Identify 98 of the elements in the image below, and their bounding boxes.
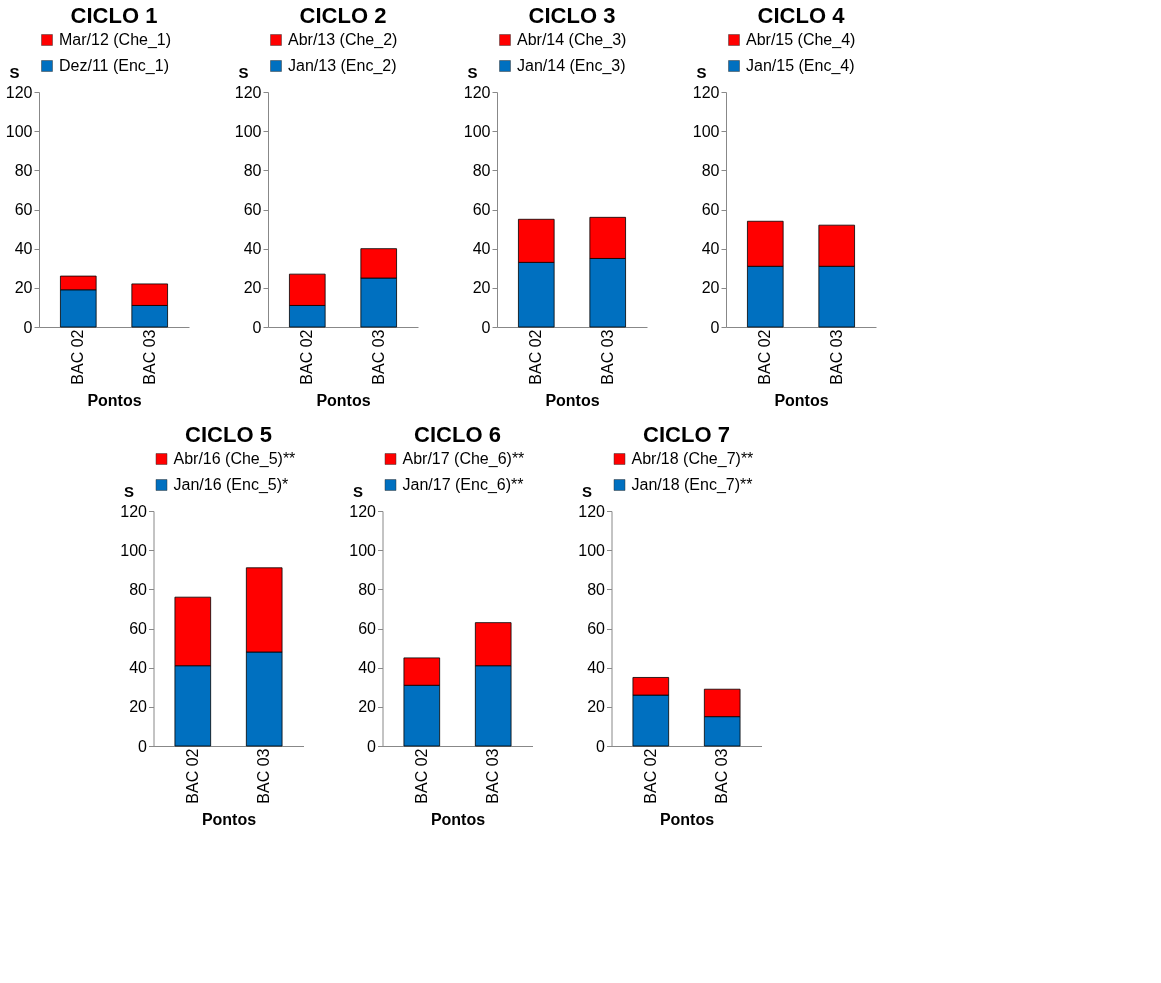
y-tick-label: 20 <box>701 279 720 297</box>
y-tick-label: 20 <box>14 279 33 297</box>
y-tick-label: 40 <box>243 240 262 258</box>
y-axis-title: S <box>582 482 593 500</box>
x-tick-label: BAC 02 <box>756 329 774 385</box>
y-tick-label: 100 <box>463 122 491 140</box>
y-tick-label: 80 <box>14 161 33 179</box>
legend-label: Jan/13 (Enc_2) <box>288 57 397 75</box>
chart-title: CICLO 5 <box>185 422 272 447</box>
legend-label: Jan/18 (Enc_7)** <box>631 476 753 494</box>
chart-title: CICLO 2 <box>299 3 387 28</box>
x-tick-label: BAC 03 <box>598 329 616 385</box>
y-axis-title: S <box>9 63 20 81</box>
y-axis-title: S <box>238 63 249 81</box>
y-tick-label: 0 <box>481 318 491 336</box>
y-axis-title: S <box>467 63 478 81</box>
y-tick-label: 80 <box>243 161 262 179</box>
chart-title: CICLO 7 <box>643 422 730 447</box>
chart-title: CICLO 6 <box>414 422 501 447</box>
legend-label: Jan/15 (Enc_4) <box>746 57 855 75</box>
x-axis-title: Pontos <box>201 810 257 828</box>
y-tick-label: 20 <box>129 698 148 716</box>
x-axis-title: Pontos <box>87 391 142 409</box>
x-tick-label: BAC 03 <box>140 329 158 385</box>
y-tick-label: 60 <box>358 620 377 637</box>
legend-label: Abr/15 (Che_4) <box>746 31 856 49</box>
y-tick-label: 0 <box>596 737 606 755</box>
y-tick-label: 100 <box>692 122 720 140</box>
legend-label: Jan/14 (Enc_3) <box>517 57 626 75</box>
y-tick-label: 100 <box>349 541 377 559</box>
y-tick-label: 60 <box>472 201 491 218</box>
chart-title: CICLO 3 <box>528 3 616 28</box>
y-tick-label: 120 <box>578 502 606 520</box>
y-tick-label: 80 <box>358 580 377 598</box>
y-tick-label: 20 <box>243 279 262 297</box>
y-tick-label: 80 <box>587 580 606 598</box>
y-tick-label: 40 <box>358 659 377 677</box>
chart-title: CICLO 1 <box>70 3 158 28</box>
x-tick-label: BAC 02 <box>69 329 87 385</box>
y-tick-label: 100 <box>234 122 262 140</box>
y-axis-title: S <box>696 63 707 81</box>
y-tick-label: 60 <box>14 201 33 218</box>
y-tick-label: 60 <box>243 201 262 218</box>
y-tick-label: 40 <box>587 659 606 677</box>
x-tick-label: BAC 03 <box>827 329 845 385</box>
y-tick-label: 20 <box>358 698 377 716</box>
y-tick-label: 0 <box>710 318 720 336</box>
y-tick-label: 40 <box>701 240 720 258</box>
y-tick-label: 40 <box>129 659 148 677</box>
x-tick-label: BAC 02 <box>183 748 201 804</box>
y-tick-label: 120 <box>349 502 377 520</box>
y-tick-label: 0 <box>138 737 148 755</box>
x-tick-label: BAC 03 <box>713 748 731 804</box>
x-tick-label: BAC 02 <box>527 329 545 385</box>
legend-label: Jan/16 (Enc_5)* <box>173 476 289 494</box>
x-tick-label: BAC 02 <box>298 329 316 385</box>
y-tick-label: 80 <box>129 580 148 598</box>
y-tick-label: 120 <box>5 83 33 101</box>
y-tick-label: 120 <box>692 83 720 101</box>
legend-label: Dez/11 (Enc_1) <box>59 57 169 75</box>
legend-label: Abr/18 (Che_7)** <box>631 450 754 468</box>
legend-label: Abr/16 (Che_5)** <box>173 450 296 468</box>
y-tick-label: 100 <box>578 541 606 559</box>
y-tick-label: 80 <box>701 161 720 179</box>
y-tick-label: 40 <box>472 240 491 258</box>
legend-label: Abr/14 (Che_3) <box>517 31 627 49</box>
y-tick-label: 40 <box>14 240 33 258</box>
x-axis-title: Pontos <box>316 391 371 409</box>
y-tick-label: 60 <box>701 201 720 218</box>
y-tick-label: 20 <box>587 698 606 716</box>
legend-label: Jan/17 (Enc_6)** <box>402 476 524 494</box>
y-tick-label: 120 <box>463 83 491 101</box>
y-tick-label: 20 <box>472 279 491 297</box>
y-tick-label: 0 <box>367 737 377 755</box>
y-axis-title: S <box>353 482 364 500</box>
chart-title: CICLO 4 <box>757 3 846 28</box>
x-axis-title: Pontos <box>430 810 486 828</box>
x-tick-label: BAC 03 <box>369 329 387 385</box>
y-tick-label: 100 <box>120 541 148 559</box>
y-tick-label: 100 <box>5 122 33 140</box>
legend-label: Mar/12 (Che_1) <box>59 31 172 49</box>
x-axis-title: Pontos <box>774 391 829 409</box>
y-tick-label: 120 <box>234 83 262 101</box>
x-tick-label: BAC 03 <box>484 748 502 804</box>
x-tick-label: BAC 03 <box>255 748 273 804</box>
y-tick-label: 60 <box>129 620 148 637</box>
x-tick-label: BAC 02 <box>641 748 659 804</box>
x-tick-label: BAC 02 <box>412 748 430 804</box>
x-axis-title: Pontos <box>659 810 715 828</box>
y-tick-label: 120 <box>120 502 148 520</box>
y-tick-label: 0 <box>252 318 262 336</box>
y-tick-label: 80 <box>472 161 491 179</box>
y-tick-label: 60 <box>587 620 606 637</box>
x-axis-title: Pontos <box>545 391 600 409</box>
y-tick-label: 0 <box>23 318 33 336</box>
y-axis-title: S <box>124 482 135 500</box>
legend-label: Abr/17 (Che_6)** <box>402 450 525 468</box>
legend-label: Abr/13 (Che_2) <box>288 31 398 49</box>
